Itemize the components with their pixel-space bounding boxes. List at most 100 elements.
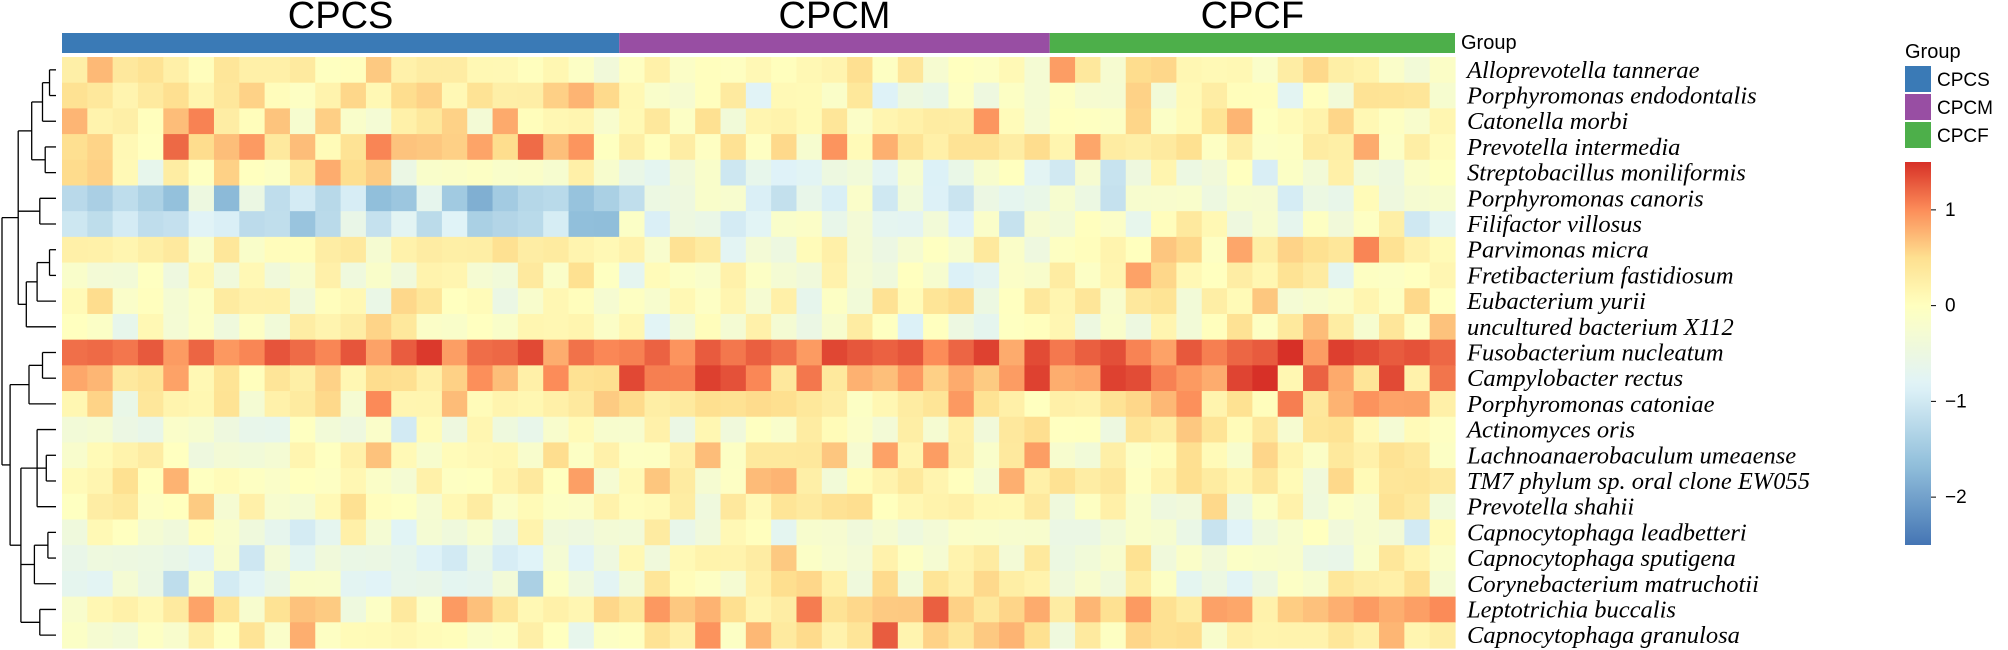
heatmap-cell: [720, 288, 747, 315]
heatmap-cell: [365, 493, 392, 521]
heatmap-cell: [62, 288, 88, 315]
heatmap-cell: [365, 519, 392, 546]
heatmap-cell: [669, 622, 696, 649]
heatmap-cell: [416, 211, 443, 238]
heatmap-cell: [239, 211, 266, 238]
heatmap-cell: [137, 391, 164, 418]
heatmap-cell: [239, 236, 266, 264]
heatmap-cell: [771, 391, 798, 418]
heatmap-cell: [315, 416, 342, 444]
heatmap-cell: [239, 313, 266, 341]
heatmap-cell: [745, 262, 772, 289]
heatmap-cell: [467, 545, 494, 572]
heatmap-cell: [137, 185, 164, 212]
heatmap-cell: [112, 622, 139, 649]
heatmap-cell: [821, 134, 848, 161]
heatmap-cell: [1201, 442, 1228, 469]
heatmap-cell: [619, 391, 646, 418]
heatmap-cell: [391, 493, 418, 521]
heatmap-cell: [1277, 211, 1304, 238]
heatmap-cell: [1201, 313, 1228, 341]
heatmap-cell: [999, 288, 1026, 315]
heatmap-cell: [821, 159, 848, 187]
heatmap-cell: [289, 468, 316, 495]
heatmap-cell: [1353, 108, 1380, 135]
heatmap-cell: [467, 108, 494, 135]
heatmap-cell: [923, 159, 950, 187]
heatmap-cell: [112, 545, 139, 572]
heatmap-cell: [340, 442, 367, 469]
heatmap-cell: [517, 391, 544, 418]
heatmap-cell: [1429, 288, 1456, 315]
heatmap-cell: [1429, 570, 1456, 598]
heatmap-cell: [441, 596, 468, 623]
heatmap-cell: [821, 416, 848, 444]
heatmap-cell: [1125, 211, 1152, 238]
heatmap-cell: [1049, 262, 1076, 289]
heatmap-cell: [1303, 545, 1329, 572]
heatmap-cell: [771, 57, 798, 84]
heatmap-cell: [239, 493, 266, 521]
heatmap-cells: [62, 57, 1456, 649]
heatmap-cell: [897, 365, 924, 392]
group-titles: CPCS CPCM CPCF: [288, 0, 1304, 37]
heatmap-cell: [1353, 365, 1380, 392]
heatmap-cell: [1379, 134, 1405, 161]
heatmap-cell: [1201, 288, 1228, 315]
heatmap-cell: [695, 622, 722, 649]
heatmap-cell: [669, 468, 696, 495]
heatmap-cell: [923, 262, 950, 289]
heatmap-cell: [1100, 442, 1127, 469]
heatmap-cell: [847, 493, 874, 521]
heatmap-cell: [644, 57, 671, 84]
heatmap-cell: [1227, 211, 1253, 238]
heatmap-cell: [1353, 159, 1380, 187]
heatmap-cell: [1303, 416, 1329, 444]
heatmap-cell: [517, 570, 544, 598]
heatmap-cell: [1379, 519, 1405, 546]
heatmap-cell: [568, 416, 595, 444]
heatmap-cell: [163, 468, 190, 495]
heatmap-cell: [669, 493, 696, 521]
heatmap-cell: [1353, 416, 1380, 444]
row-dendrogram: [1, 69, 56, 636]
heatmap-cell: [264, 622, 291, 649]
heatmap-cell: [1353, 493, 1380, 521]
heatmap-cell: [365, 391, 392, 418]
heatmap-cell: [695, 159, 722, 187]
heatmap-cell: [1075, 570, 1102, 598]
heatmap-cell: [239, 159, 266, 187]
heatmap-cell: [1379, 339, 1405, 366]
heatmap-cell: [745, 468, 772, 495]
heatmap-cell: [1404, 622, 1431, 649]
heatmap-cell: [948, 339, 975, 366]
heatmap-cell: [1353, 262, 1380, 289]
heatmap-cell: [821, 185, 848, 212]
heatmap-cell: [1404, 82, 1431, 109]
heatmap-cell: [897, 262, 924, 289]
heatmap-cell: [796, 391, 823, 418]
heatmap-cell: [619, 108, 646, 135]
heatmap-cell: [923, 365, 950, 392]
heatmap-cell: [1353, 519, 1380, 546]
heatmap-cell: [720, 108, 747, 135]
heatmap-cell: [365, 468, 392, 495]
heatmap-cell: [137, 365, 164, 392]
heatmap-cell: [391, 442, 418, 469]
heatmap-cell: [289, 211, 316, 238]
heatmap-cell: [87, 391, 114, 418]
heatmap-cell: [1176, 185, 1203, 212]
heatmap-cell: [1176, 570, 1203, 598]
heatmap-cell: [137, 416, 164, 444]
heatmap-cell: [213, 82, 240, 109]
heatmap-cell: [62, 211, 88, 238]
heatmap-cell: [720, 442, 747, 469]
heatmap-cell: [239, 545, 266, 572]
heatmap-cell: [695, 313, 722, 341]
heatmap-cell: [1252, 262, 1279, 289]
heatmap-cell: [416, 134, 443, 161]
heatmap-cell: [1100, 339, 1127, 366]
heatmap-cell: [87, 493, 114, 521]
heatmap-cell: [695, 545, 722, 572]
